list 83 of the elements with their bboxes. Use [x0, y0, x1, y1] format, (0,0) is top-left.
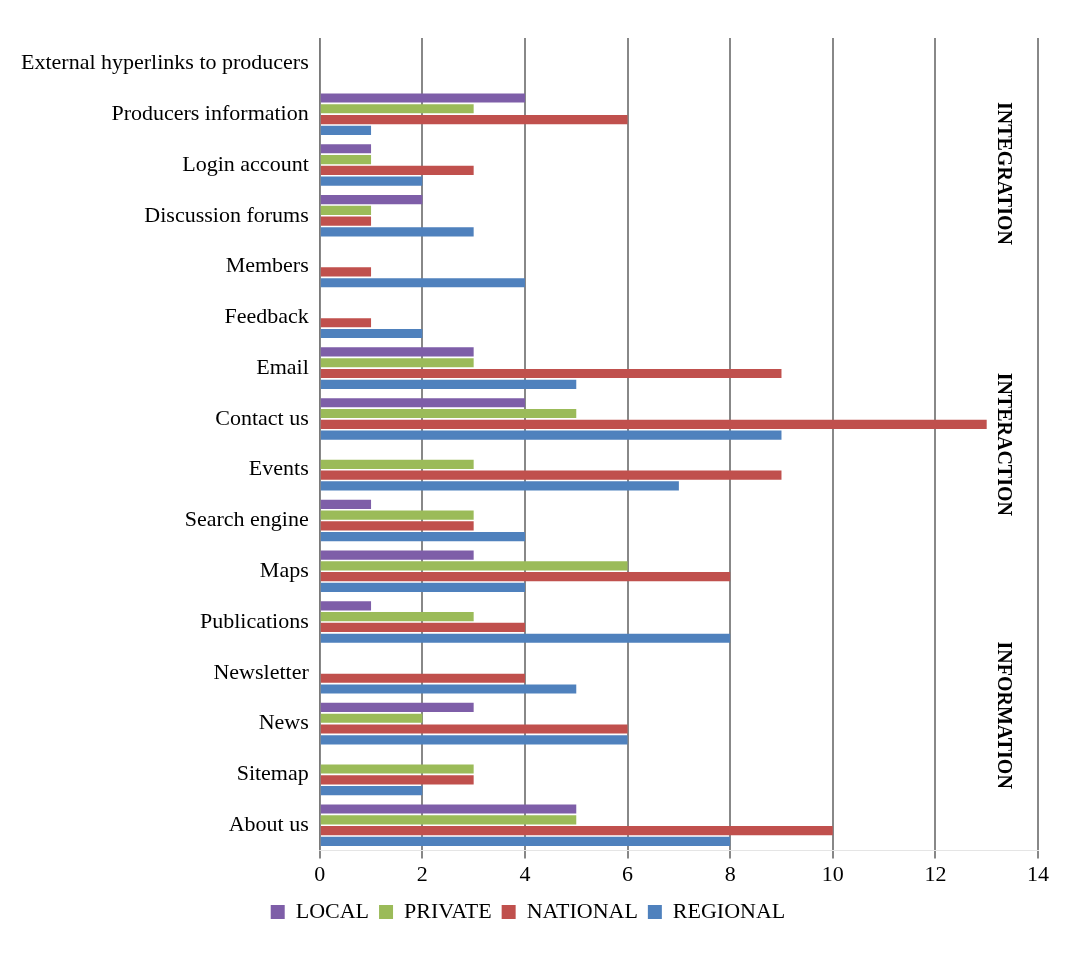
bar — [320, 815, 577, 825]
legend-label: REGIONAL — [672, 897, 786, 923]
bar — [320, 582, 525, 593]
y-tick-label: Members — [225, 252, 309, 278]
bar — [320, 430, 782, 440]
bar — [320, 216, 372, 226]
y-tick-label: Discussion forums — [144, 201, 309, 227]
annotation: INTEGRATION — [993, 101, 1016, 246]
bar — [320, 104, 474, 114]
bar — [320, 633, 731, 643]
y-tick-label: Publications — [199, 607, 309, 633]
bar — [320, 499, 372, 509]
y-tick-label: Contact us — [215, 404, 309, 430]
bar — [320, 328, 423, 339]
bar — [320, 601, 372, 611]
y-tick-label: Email — [256, 353, 309, 379]
x-tick-label: 6 — [622, 860, 634, 886]
bar — [320, 347, 474, 357]
x-tick-label: 4 — [519, 860, 531, 886]
y-tick-label: Feedback — [224, 303, 309, 329]
legend-label: PRIVATE — [404, 897, 492, 923]
x-tick-label: 14 — [1027, 860, 1049, 886]
bar — [320, 227, 474, 237]
bar — [320, 735, 628, 745]
bar — [320, 673, 525, 683]
bar — [320, 470, 782, 480]
bar — [320, 144, 372, 154]
bar — [320, 764, 474, 774]
x-tick-label: 12 — [924, 860, 947, 886]
y-tick-label: Newsletter — [213, 658, 310, 684]
bar — [320, 775, 474, 785]
bar — [320, 154, 372, 165]
bar — [320, 368, 782, 379]
y-tick-label: Search engine — [184, 506, 309, 532]
bar — [320, 459, 474, 469]
x-tick-label: 10 — [821, 860, 844, 886]
bar — [320, 561, 628, 571]
bar — [320, 724, 628, 734]
annotation: INFORMATION — [993, 641, 1016, 790]
bar — [320, 702, 474, 713]
bar — [320, 93, 525, 103]
bar — [320, 713, 423, 723]
y-tick-label: Producers information — [111, 99, 309, 125]
bar — [320, 176, 423, 186]
bar — [320, 398, 525, 408]
annotation: INTERACTION — [993, 372, 1016, 517]
bar — [320, 267, 372, 277]
y-tick-label: Login account — [182, 150, 309, 176]
bar — [320, 358, 474, 368]
bar — [320, 836, 731, 846]
bar — [320, 408, 577, 419]
bar — [320, 481, 679, 491]
x-tick-label: 2 — [416, 860, 428, 886]
bar — [320, 826, 833, 836]
legend-label: NATIONAL — [526, 897, 638, 923]
bar — [320, 521, 474, 531]
bar — [320, 572, 731, 582]
y-tick-label: Maps — [259, 557, 309, 583]
y-tick-label: About us — [228, 810, 309, 836]
bar — [320, 510, 474, 520]
bar — [320, 684, 577, 694]
bar — [320, 165, 474, 175]
bar — [320, 278, 525, 288]
legend-label: LOCAL — [295, 897, 370, 923]
bar — [320, 205, 372, 215]
bar — [320, 194, 423, 205]
bar — [320, 786, 423, 796]
bar — [320, 612, 474, 622]
y-tick-label: External hyperlinks to producers — [20, 49, 309, 75]
y-tick-label: Events — [248, 455, 309, 481]
y-tick-label: News — [258, 709, 309, 735]
bar — [320, 804, 577, 814]
bar — [320, 419, 987, 429]
bar — [320, 114, 628, 125]
bar — [320, 318, 372, 328]
bar — [320, 622, 525, 633]
x-tick-label: 8 — [724, 860, 736, 886]
y-tick-label: Sitemap — [236, 760, 309, 786]
bar — [320, 125, 372, 135]
bar — [320, 550, 474, 560]
x-tick-label: 0 — [314, 860, 326, 886]
bar — [320, 379, 577, 389]
bar — [320, 532, 525, 542]
